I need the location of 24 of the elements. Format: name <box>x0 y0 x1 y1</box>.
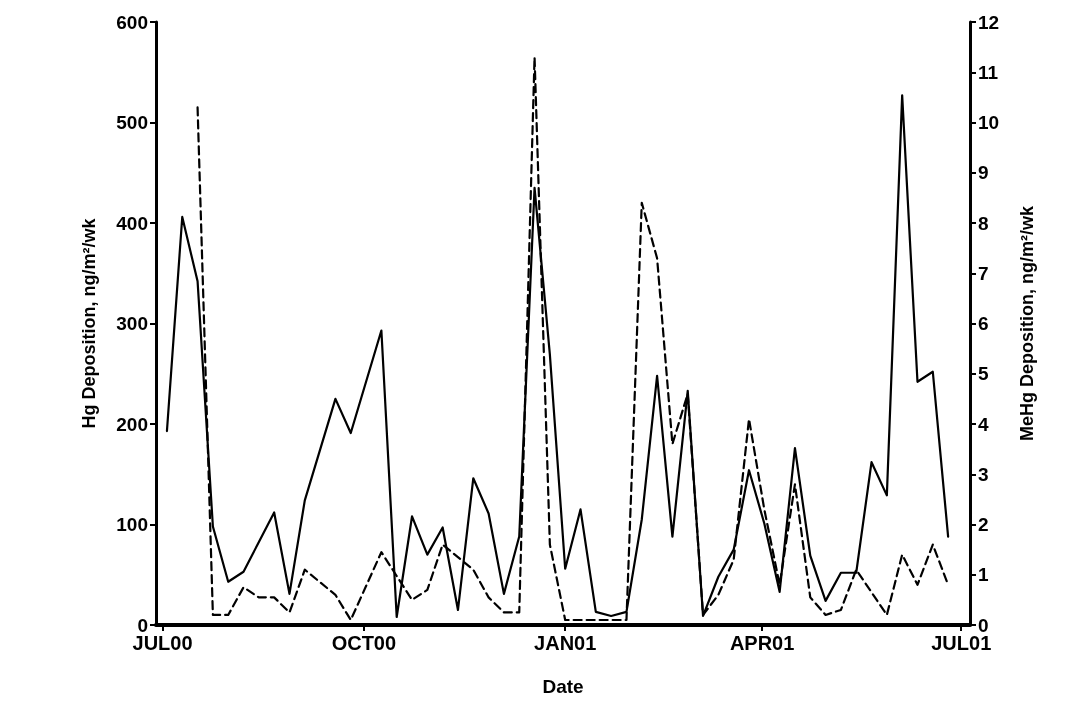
x-tick-label: OCT00 <box>331 632 397 654</box>
y2-tick-label: 12 <box>978 11 1000 33</box>
y2-tick-label: 4 <box>978 413 989 435</box>
y-tick-label: 400 <box>116 212 148 234</box>
y-tick-label: 100 <box>116 514 148 535</box>
y2-tick-label: 11 <box>978 61 999 83</box>
y2-tick-label: 10 <box>978 112 1000 133</box>
y2-tick-label: 9 <box>978 162 989 184</box>
y2-tick-label: 8 <box>978 212 989 234</box>
y-axis-title: Hg Deposition, ng/m²/wk <box>79 217 99 429</box>
y2-axis-title: MeHg Deposition, ng/m²/wk <box>1017 205 1037 442</box>
y2-tick-label: 1 <box>978 564 989 586</box>
x-tick-label: APR01 <box>729 632 795 654</box>
y-tick-label: 300 <box>116 313 148 334</box>
y-tick-label: 500 <box>116 112 148 133</box>
y2-tick-label: 7 <box>978 262 989 284</box>
y2-tick-label: 3 <box>978 463 989 485</box>
y2-tick-label: 5 <box>978 363 989 385</box>
x-tick-label: JAN01 <box>534 632 597 654</box>
y-tick-label: 600 <box>116 11 148 33</box>
y2-tick-label: 6 <box>978 313 989 334</box>
y2-tick-label: 2 <box>978 514 989 535</box>
y-tick-label: 200 <box>116 413 148 435</box>
x-axis-title: Date <box>542 676 584 697</box>
